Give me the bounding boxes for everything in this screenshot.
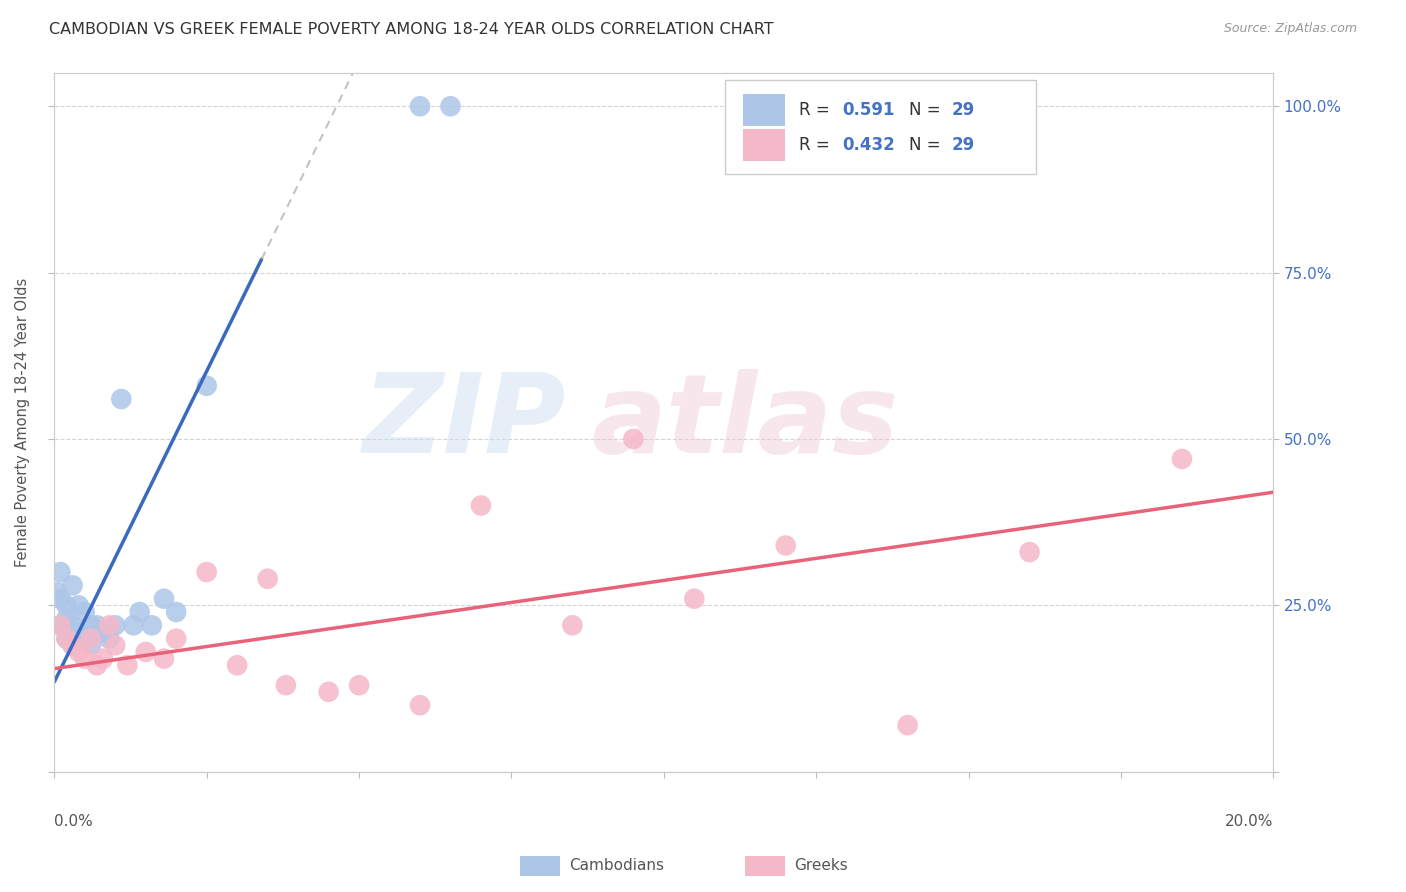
Point [128, 605, 150, 619]
Point [195, 378, 218, 392]
FancyBboxPatch shape [744, 128, 785, 161]
Text: 0.591: 0.591 [842, 101, 894, 119]
Text: N =: N = [908, 136, 946, 154]
Point [73, 605, 96, 619]
FancyBboxPatch shape [724, 80, 1036, 174]
Point [55, 599, 77, 613]
Point [49, 618, 72, 632]
Point [98, 632, 121, 646]
Point [98, 618, 121, 632]
Point [55, 612, 77, 626]
Point [153, 651, 176, 665]
Point [122, 618, 145, 632]
Point [49, 565, 72, 579]
Point [1171, 452, 1194, 467]
Point [274, 678, 297, 692]
FancyBboxPatch shape [744, 94, 785, 126]
Point [141, 618, 163, 632]
Point [49, 591, 72, 606]
Point [73, 651, 96, 665]
Point [897, 718, 920, 732]
Point [67, 599, 90, 613]
Text: 29: 29 [952, 101, 974, 119]
Point [62, 618, 84, 632]
Point [256, 572, 278, 586]
Point [67, 645, 90, 659]
Point [135, 645, 157, 659]
Point [62, 638, 84, 652]
Point [318, 685, 340, 699]
Point [110, 392, 132, 406]
Point [91, 651, 114, 665]
Point [226, 658, 249, 673]
Text: 0.432: 0.432 [842, 136, 894, 154]
Text: 20.0%: 20.0% [1225, 814, 1274, 829]
Point [1018, 545, 1040, 559]
Text: Source: ZipAtlas.com: Source: ZipAtlas.com [1223, 22, 1357, 36]
Point [73, 632, 96, 646]
Text: Cambodians: Cambodians [569, 858, 665, 872]
Text: ZIP: ZIP [363, 369, 567, 475]
Point [80, 618, 103, 632]
Point [55, 632, 77, 646]
Text: N =: N = [908, 101, 946, 119]
Point [62, 638, 84, 652]
Point [439, 99, 461, 113]
Point [104, 618, 127, 632]
Text: atlas: atlas [591, 369, 898, 475]
Text: 0.0%: 0.0% [55, 814, 93, 829]
Point [86, 618, 108, 632]
Point [683, 591, 706, 606]
Y-axis label: Female Poverty Among 18-24 Year Olds: Female Poverty Among 18-24 Year Olds [15, 277, 30, 567]
Text: Greeks: Greeks [794, 858, 848, 872]
Point [195, 565, 218, 579]
Point [409, 99, 432, 113]
Point [49, 618, 72, 632]
Point [153, 591, 176, 606]
Point [62, 578, 84, 592]
Point [470, 499, 492, 513]
Point [409, 698, 432, 713]
Point [91, 624, 114, 639]
Point [561, 618, 583, 632]
Point [117, 658, 139, 673]
Point [55, 632, 77, 646]
Point [80, 632, 103, 646]
Point [347, 678, 370, 692]
Point [165, 605, 187, 619]
Text: R =: R = [799, 101, 835, 119]
Point [104, 638, 127, 652]
Point [621, 432, 644, 446]
Point [46, 585, 69, 599]
Point [165, 632, 187, 646]
Point [67, 624, 90, 639]
Text: R =: R = [799, 136, 835, 154]
Text: 29: 29 [952, 136, 974, 154]
Text: CAMBODIAN VS GREEK FEMALE POVERTY AMONG 18-24 YEAR OLDS CORRELATION CHART: CAMBODIAN VS GREEK FEMALE POVERTY AMONG … [49, 22, 773, 37]
Point [80, 638, 103, 652]
Point [86, 658, 108, 673]
Point [775, 539, 797, 553]
